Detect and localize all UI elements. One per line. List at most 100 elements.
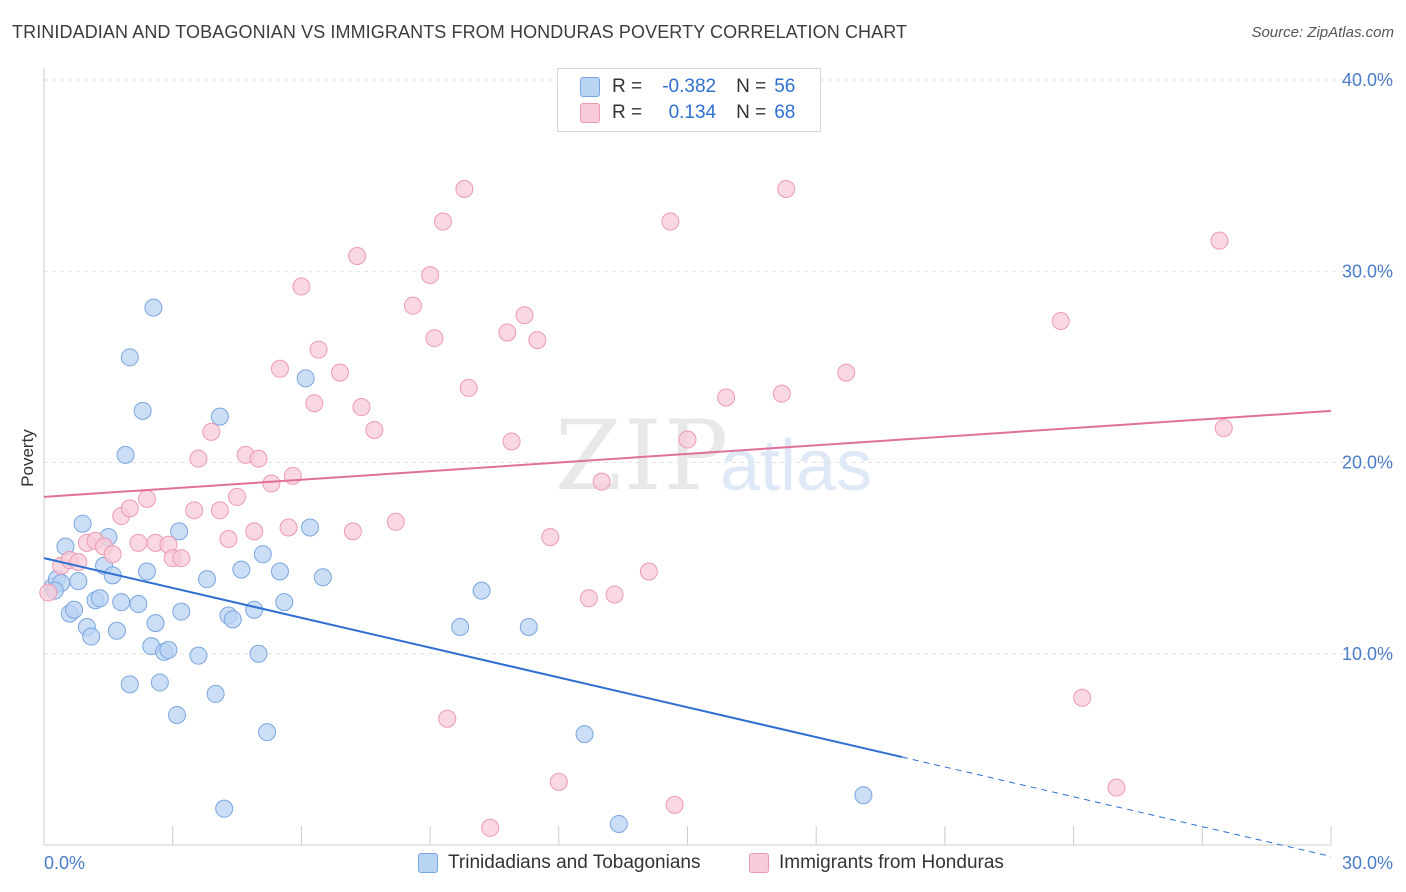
data-point-trinidadian <box>120 348 139 367</box>
bottom-legend-label: Immigrants from Honduras <box>779 852 1004 873</box>
data-point-honduras <box>210 501 229 520</box>
data-point-honduras <box>219 530 238 548</box>
data-point-honduras <box>202 422 221 441</box>
legend-n-value: 56 <box>774 76 796 97</box>
y-tick-label: 40.0% <box>1342 70 1393 90</box>
data-point-trinidadian <box>170 522 189 541</box>
data-point-honduras <box>365 420 384 439</box>
data-point-honduras <box>348 246 367 265</box>
data-point-honduras <box>1210 231 1229 250</box>
legend-r-value: 0.134 <box>668 102 717 123</box>
data-point-honduras <box>262 474 281 493</box>
data-point-honduras <box>549 772 568 791</box>
data-point-honduras <box>717 388 736 407</box>
data-point-honduras <box>541 528 560 547</box>
data-point-honduras <box>579 589 598 608</box>
data-point-trinidadian <box>300 518 319 537</box>
legend-n-label: N = <box>736 76 767 97</box>
legend-row-trinidadian: R = -0.382 N = 56 <box>580 74 795 100</box>
bottom-legend-trinidadian: Trinidadians and Tobagonians <box>418 852 700 874</box>
data-point-honduras <box>309 340 328 359</box>
data-point-trinidadian <box>575 725 594 744</box>
x-tick-label: 0.0% <box>44 853 85 873</box>
data-point-trinidadian <box>232 560 251 579</box>
data-point-honduras <box>172 549 191 568</box>
data-point-honduras <box>433 212 452 231</box>
data-point-honduras <box>455 180 474 199</box>
data-point-trinidadian <box>245 600 264 619</box>
legend-n-value: 68 <box>774 102 796 123</box>
data-point-honduras <box>502 432 521 451</box>
y-tick-label: 20.0% <box>1342 453 1393 473</box>
trend-line-honduras <box>43 409 1332 498</box>
data-point-trinidadian <box>296 369 315 388</box>
legend-r-label: R = <box>612 76 643 97</box>
data-point-trinidadian <box>275 593 294 612</box>
data-point-honduras <box>777 180 796 199</box>
data-point-trinidadian <box>198 570 217 589</box>
data-point-trinidadian <box>116 445 135 464</box>
data-point-honduras <box>292 277 311 296</box>
data-point-honduras <box>137 489 156 508</box>
data-point-honduras <box>605 585 624 604</box>
data-point-honduras <box>283 466 302 485</box>
data-point-honduras <box>678 430 697 449</box>
data-point-trinidadian <box>258 723 277 742</box>
data-point-honduras <box>270 359 289 378</box>
data-point-honduras <box>343 522 362 541</box>
data-point-honduras <box>459 378 478 397</box>
data-point-honduras <box>772 384 791 403</box>
data-point-trinidadian <box>159 640 178 659</box>
data-point-trinidadian <box>249 644 268 663</box>
data-point-honduras <box>1214 419 1233 438</box>
watermark-atlas: atlas <box>720 426 873 506</box>
data-point-trinidadian <box>451 617 470 636</box>
data-point-honduras <box>386 512 405 531</box>
data-point-trinidadian <box>223 610 242 629</box>
bottom-legend-swatch-pink <box>749 853 769 873</box>
y-axis-label: Poverty <box>18 429 37 487</box>
data-point-honduras <box>1107 778 1126 797</box>
data-point-trinidadian <box>172 602 191 621</box>
data-point-honduras <box>498 323 517 342</box>
data-point-honduras <box>279 518 298 537</box>
data-point-honduras <box>425 329 444 348</box>
data-point-trinidadian <box>90 589 109 608</box>
data-point-trinidadian <box>609 814 628 833</box>
data-point-honduras <box>403 296 422 315</box>
data-point-trinidadian <box>146 614 165 633</box>
data-point-trinidadian <box>519 617 538 636</box>
legend-swatch-blue <box>580 77 600 97</box>
data-point-honduras <box>1073 688 1092 707</box>
data-point-honduras <box>592 472 611 491</box>
chart-title: TRINIDADIAN AND TOBAGONIAN VS IMMIGRANTS… <box>12 22 908 42</box>
data-point-honduras <box>249 449 268 468</box>
data-point-honduras <box>120 499 139 518</box>
data-point-honduras <box>189 449 208 468</box>
data-point-honduras <box>515 306 534 325</box>
data-point-trinidadian <box>120 675 139 694</box>
data-point-honduras <box>665 795 684 814</box>
y-tick-label: 30.0% <box>1342 261 1393 281</box>
data-point-trinidadian <box>472 581 491 600</box>
source-label: Source: ZipAtlas.com <box>1251 24 1394 41</box>
data-point-trinidadian <box>82 627 101 646</box>
data-point-honduras <box>103 545 122 564</box>
data-point-honduras <box>421 266 440 285</box>
data-point-trinidadian <box>150 673 169 692</box>
data-point-honduras <box>228 487 247 506</box>
data-point-trinidadian <box>133 401 152 420</box>
data-point-honduras <box>352 398 371 417</box>
data-point-honduras <box>528 331 547 350</box>
data-point-trinidadian <box>313 568 332 587</box>
data-point-trinidadian <box>137 562 156 581</box>
trend-line-trinidadian-extrapolated <box>901 756 1332 857</box>
bottom-legend-swatch-blue <box>418 853 438 873</box>
bottom-legend-honduras: Immigrants from Honduras <box>749 852 1004 874</box>
legend-r-value: -0.382 <box>662 76 717 97</box>
data-point-honduras <box>39 583 58 602</box>
data-point-trinidadian <box>189 646 208 665</box>
data-point-trinidadian <box>144 298 163 317</box>
data-point-trinidadian <box>107 621 126 640</box>
